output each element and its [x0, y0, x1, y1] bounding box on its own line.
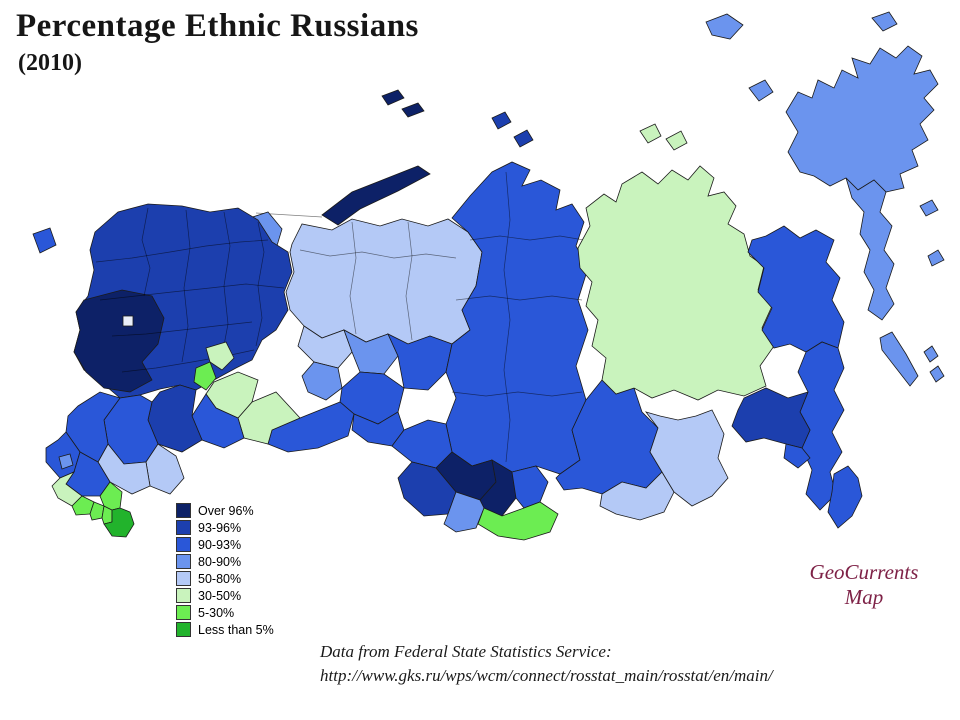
- caption-line-2: http://www.gks.ru/wps/wcm/connect/rossta…: [320, 666, 773, 685]
- region-border: [469, 235, 585, 241]
- region-adygea: [58, 453, 74, 470]
- region-irkutsk: [555, 379, 663, 495]
- legend-row: 5-30%: [176, 604, 274, 621]
- region-primorye: [827, 465, 863, 529]
- legend-swatch: [176, 537, 191, 552]
- credit-line-2: Map: [844, 585, 884, 609]
- region-bashkortostan: [237, 391, 301, 445]
- region-central-darkest: [73, 289, 165, 393]
- region-karachay-cherkessia: [51, 471, 83, 507]
- legend-label: Over 96%: [198, 503, 254, 518]
- region-khakassia: [511, 465, 549, 509]
- region-samara: [191, 393, 245, 449]
- region-border: [503, 171, 511, 463]
- legend-row: 80-90%: [176, 553, 274, 570]
- page-subtitle-year: (2010): [18, 50, 82, 76]
- legend-swatch: [176, 520, 191, 535]
- region-border: [95, 239, 269, 263]
- legend: Over 96% 93-96% 90-93% 80-90% 50-80% 30-…: [176, 502, 274, 638]
- legend-label: 5-30%: [198, 605, 235, 620]
- region-west-siberia: [445, 161, 589, 475]
- region-island: [748, 79, 774, 102]
- region-sakhalin: [879, 331, 919, 387]
- legend-row: 93-96%: [176, 519, 274, 536]
- region-udmurtia: [301, 361, 343, 401]
- region-kaliningrad: [32, 227, 57, 254]
- region-mari-el: [205, 341, 235, 371]
- region-amur: [731, 387, 811, 449]
- legend-label: 30-50%: [198, 588, 242, 603]
- region-arkhangelsk-komi: [285, 218, 483, 345]
- region-sverdlovsk: [387, 333, 453, 391]
- legend-row: 30-50%: [176, 587, 274, 604]
- legend-swatch: [176, 503, 191, 518]
- region-border: [221, 211, 231, 357]
- page-title: Percentage Ethnic Russians: [16, 8, 419, 44]
- region-jewish-ao: [783, 443, 811, 469]
- legend-swatch: [176, 554, 191, 569]
- legend-swatch: [176, 588, 191, 603]
- region-chuvashia: [193, 361, 217, 391]
- region-border: [141, 207, 151, 297]
- region-chukotka: [785, 45, 939, 193]
- region-sakha: [577, 165, 775, 401]
- region-stavropol: [65, 451, 111, 497]
- region-border: [455, 295, 583, 301]
- region-island: [401, 102, 425, 118]
- region-border: [99, 283, 285, 301]
- region-border: [451, 391, 583, 397]
- region-island: [513, 129, 534, 148]
- legend-label: 50-80%: [198, 571, 242, 586]
- legend-label: Less than 5%: [198, 622, 274, 637]
- region-murmansk: [321, 165, 431, 226]
- legend-swatch: [176, 622, 191, 637]
- legend-swatch: [176, 571, 191, 586]
- region-border: [405, 221, 413, 341]
- region-dagestan: [103, 507, 135, 538]
- legend-label: 80-90%: [198, 554, 242, 569]
- region-perm: [343, 329, 399, 375]
- legend-label: 93-96%: [198, 520, 242, 535]
- geocurrents-credit: GeoCurrents Map: [778, 560, 950, 610]
- moscow-city-marker: [122, 315, 134, 327]
- caption-line-1: Data from Federal State Statistics Servi…: [320, 642, 612, 661]
- legend-row: 50-80%: [176, 570, 274, 587]
- region-magadan: [747, 225, 845, 353]
- region-island: [381, 89, 405, 106]
- region-border: [299, 249, 457, 259]
- region-border: [349, 221, 357, 335]
- credit-line-1: GeoCurrents: [809, 560, 919, 584]
- region-border: [121, 349, 255, 373]
- region-altai-republic: [443, 491, 485, 533]
- region-island: [923, 345, 939, 363]
- region-island: [929, 365, 945, 383]
- region-island: [705, 13, 744, 40]
- region-island: [871, 11, 898, 32]
- region-island: [491, 111, 512, 130]
- legend-row: Less than 5%: [176, 621, 274, 638]
- region-tuva: [477, 501, 559, 541]
- legend-swatch: [176, 605, 191, 620]
- legend-row: 90-93%: [176, 536, 274, 553]
- legend-label: 90-93%: [198, 537, 242, 552]
- region-island: [927, 249, 945, 267]
- region-kamchatka: [845, 177, 895, 321]
- region-kurgan: [351, 411, 405, 447]
- region-border: [181, 209, 191, 363]
- region-kalmykia: [97, 443, 151, 495]
- region-island: [665, 130, 688, 151]
- region-zabaikalsky: [644, 409, 729, 507]
- legend-row: Over 96%: [176, 502, 274, 519]
- data-source-caption: Data from Federal State Statistics Servi…: [320, 640, 773, 688]
- region-border: [255, 221, 265, 347]
- region-island: [639, 123, 662, 144]
- region-island: [919, 199, 939, 217]
- region-saratov: [147, 384, 203, 453]
